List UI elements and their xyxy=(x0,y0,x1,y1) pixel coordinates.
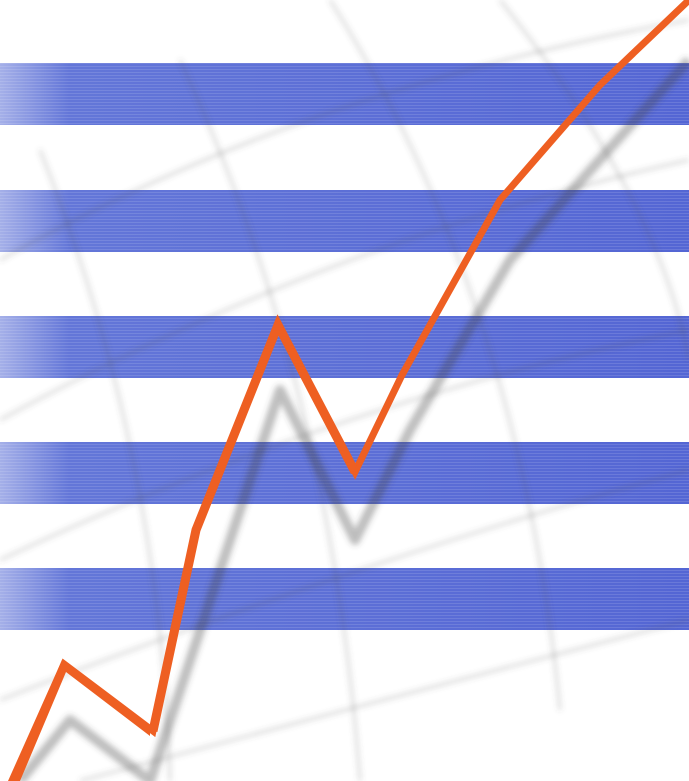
grid-curve xyxy=(79,619,689,781)
grid-curve xyxy=(0,329,689,561)
grid-curve xyxy=(0,19,689,261)
grid-curve xyxy=(0,469,689,701)
trend-line-thick xyxy=(148,314,359,732)
grid-curve xyxy=(179,59,361,781)
line-shadow xyxy=(16,56,689,781)
grid-curve xyxy=(499,0,689,361)
grid-curve xyxy=(0,159,689,421)
grid-curve xyxy=(329,0,561,711)
